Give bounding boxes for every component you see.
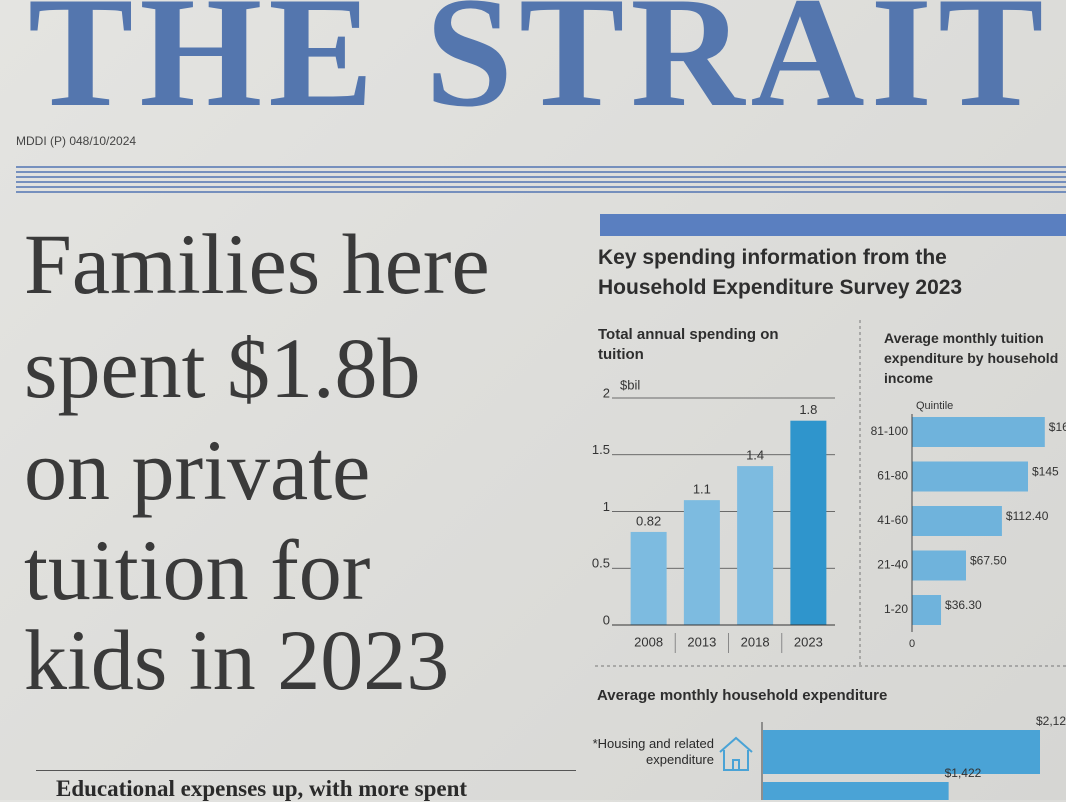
infographic-title: Key spending information from the [598, 246, 947, 269]
section-bar [600, 214, 1066, 236]
x-tick-label: 2008 [634, 634, 663, 649]
chart-title: Average monthly household expenditure [597, 687, 888, 704]
subheadline: Educational expenses up, with more spent [56, 776, 468, 801]
headline-line: Families here [24, 216, 490, 312]
value-label: 0.82 [636, 513, 661, 528]
infographic-title: Household Expenditure Survey 2023 [598, 276, 963, 299]
bar [737, 466, 774, 625]
permit-number: MDDI (P) 048/10/2024 [16, 134, 137, 148]
category-label: 21-40 [877, 558, 908, 572]
bar [912, 417, 1045, 447]
value-label: $2,122 [1036, 714, 1066, 728]
value-label: $145 [1032, 465, 1059, 479]
axis-unit: Quintile [916, 400, 953, 412]
headline-line: kids in 2023 [24, 612, 450, 708]
bar [763, 730, 1040, 774]
category-label: 41-60 [877, 513, 908, 527]
y-tick-label: 1 [603, 499, 610, 514]
value-label: $67.50 [970, 554, 1007, 568]
bar [683, 500, 720, 625]
category-label: *Housing and related expenditure [592, 736, 714, 767]
value-label: $112.40 [1006, 509, 1049, 523]
bar [912, 595, 942, 625]
category-label: 81-100 [871, 424, 909, 438]
value-label: 1.4 [746, 448, 764, 463]
bar [763, 782, 949, 800]
value-label: $36.30 [945, 598, 982, 612]
masthead-rule [16, 166, 1066, 196]
headline-line: spent $1.8b [24, 320, 421, 416]
x-tick-label: 2023 [794, 634, 823, 649]
masthead-title: THE STRAIT [28, 0, 1050, 140]
bar [790, 420, 827, 625]
headline-line: tuition for [24, 522, 371, 618]
bar [630, 531, 667, 625]
x-tick-label: 2018 [741, 634, 770, 649]
value-label: 1.8 [799, 402, 817, 417]
y-tick-label: 2 [603, 385, 610, 400]
chart-title: Average monthly tuition expenditure by h… [884, 330, 1059, 386]
axis-unit: $bil [620, 377, 640, 392]
y-tick-label: 1.5 [592, 442, 610, 457]
x-tick-label: 0 [909, 638, 915, 650]
chart-title: Total annual spending on tuition [598, 326, 779, 363]
y-tick-label: 0 [603, 612, 610, 627]
category-label: 61-80 [877, 469, 908, 483]
bar [912, 461, 1028, 492]
value-label: 1.1 [693, 482, 711, 497]
house-icon [719, 736, 753, 771]
category-label: 1-20 [884, 602, 908, 616]
y-tick-label: 0.5 [592, 556, 610, 571]
bar [912, 506, 1002, 536]
headline-line: on private [24, 422, 371, 518]
bar [912, 550, 966, 581]
value-label: $1,422 [945, 766, 982, 780]
value-label: $166 [1049, 420, 1066, 434]
rule [36, 770, 576, 771]
x-tick-label: 2013 [687, 634, 716, 649]
